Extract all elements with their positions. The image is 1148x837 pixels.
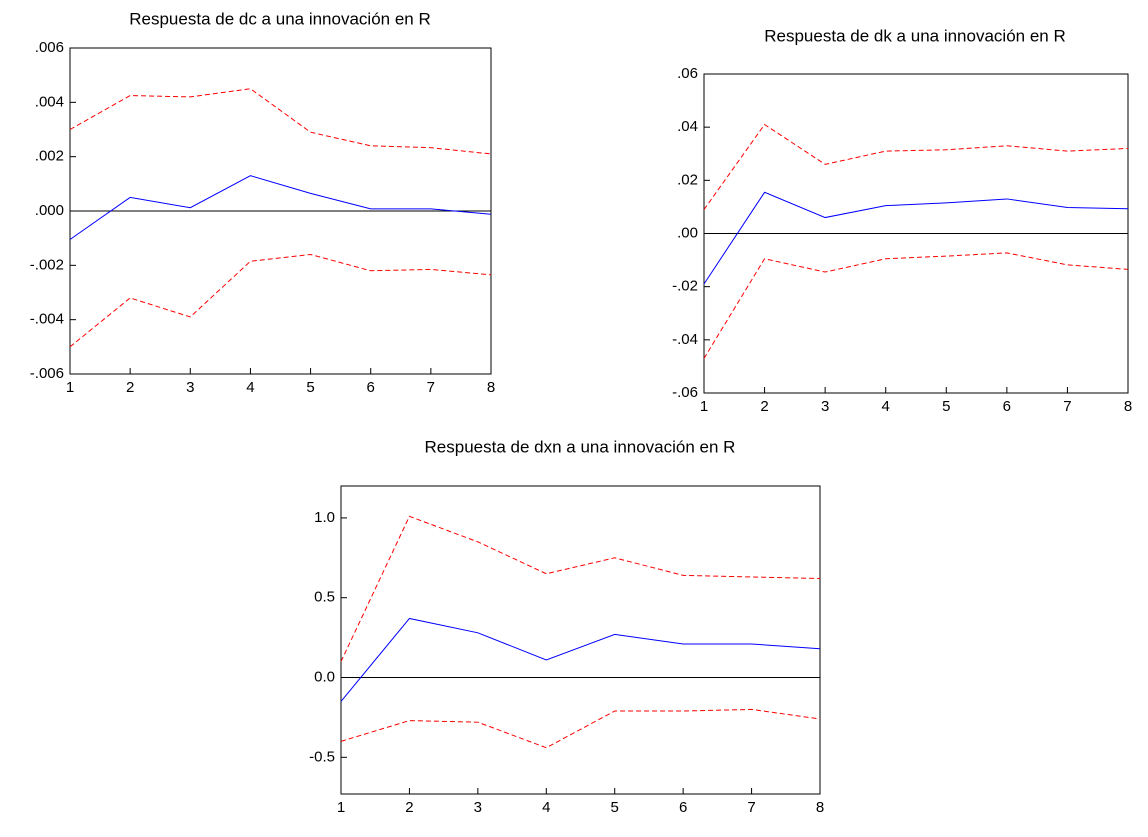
- y-tick-label: .006: [35, 39, 64, 56]
- y-tick-label: .06: [677, 65, 698, 82]
- x-tick-label: 7: [1063, 398, 1071, 415]
- chart-title: Respuesta de dxn a una innovación en R: [425, 437, 736, 456]
- series-line: [69, 175, 492, 240]
- series-line: [340, 617, 821, 702]
- x-tick-label: 2: [760, 398, 768, 415]
- x-tick-label: 3: [821, 398, 829, 415]
- x-tick-label: 4: [542, 799, 550, 816]
- x-tick-label: 6: [679, 799, 687, 816]
- x-tick-label: 5: [306, 379, 314, 396]
- chart-title: Respuesta de dc a una innovación en R: [129, 9, 430, 28]
- y-tick-label: -.04: [672, 331, 698, 348]
- series-line: [703, 191, 1129, 285]
- x-tick-label: 7: [427, 379, 435, 396]
- x-tick-label: 4: [882, 398, 890, 415]
- x-tick-label: 3: [186, 379, 194, 396]
- x-tick-label: 1: [337, 799, 345, 816]
- y-tick-label: -.006: [30, 365, 64, 382]
- y-tick-label: 0.5: [314, 589, 335, 606]
- y-tick-label: 0.0: [314, 668, 335, 685]
- y-tick-label: .04: [677, 118, 698, 135]
- x-tick-label: 1: [700, 398, 708, 415]
- x-tick-label: 3: [474, 799, 482, 816]
- y-tick-label: 1.0: [314, 509, 335, 526]
- x-tick-label: 6: [367, 379, 375, 396]
- y-tick-label: .02: [677, 171, 698, 188]
- x-tick-label: 5: [942, 398, 950, 415]
- x-tick-label: 6: [1003, 398, 1011, 415]
- series-line: [340, 515, 821, 662]
- x-tick-label: 1: [66, 379, 74, 396]
- x-tick-label: 8: [487, 379, 495, 396]
- chart-title: Respuesta de dk a una innovación en R: [764, 26, 1065, 45]
- y-tick-label: -.06: [672, 384, 698, 401]
- x-tick-label: 8: [1124, 398, 1132, 415]
- series-line: [340, 708, 821, 749]
- y-tick-label: .000: [35, 202, 64, 219]
- x-tick-label: 5: [611, 799, 619, 816]
- series-line: [703, 252, 1129, 359]
- x-tick-label: 2: [126, 379, 134, 396]
- y-tick-label: -.002: [30, 256, 64, 273]
- plot-frame: [340, 485, 821, 795]
- y-tick-label: -0.5: [309, 748, 335, 765]
- x-tick-label: 2: [405, 799, 413, 816]
- y-tick-label: .002: [35, 148, 64, 165]
- y-tick-label: -.02: [672, 278, 698, 295]
- series-line: [703, 123, 1129, 210]
- y-tick-label: .004: [35, 93, 64, 110]
- series-line: [69, 253, 492, 348]
- x-tick-label: 7: [747, 799, 755, 816]
- y-tick-label: .00: [677, 224, 698, 241]
- series-line: [69, 88, 492, 155]
- y-tick-label: -.004: [30, 311, 64, 328]
- x-tick-label: 8: [816, 799, 824, 816]
- x-tick-label: 4: [246, 379, 254, 396]
